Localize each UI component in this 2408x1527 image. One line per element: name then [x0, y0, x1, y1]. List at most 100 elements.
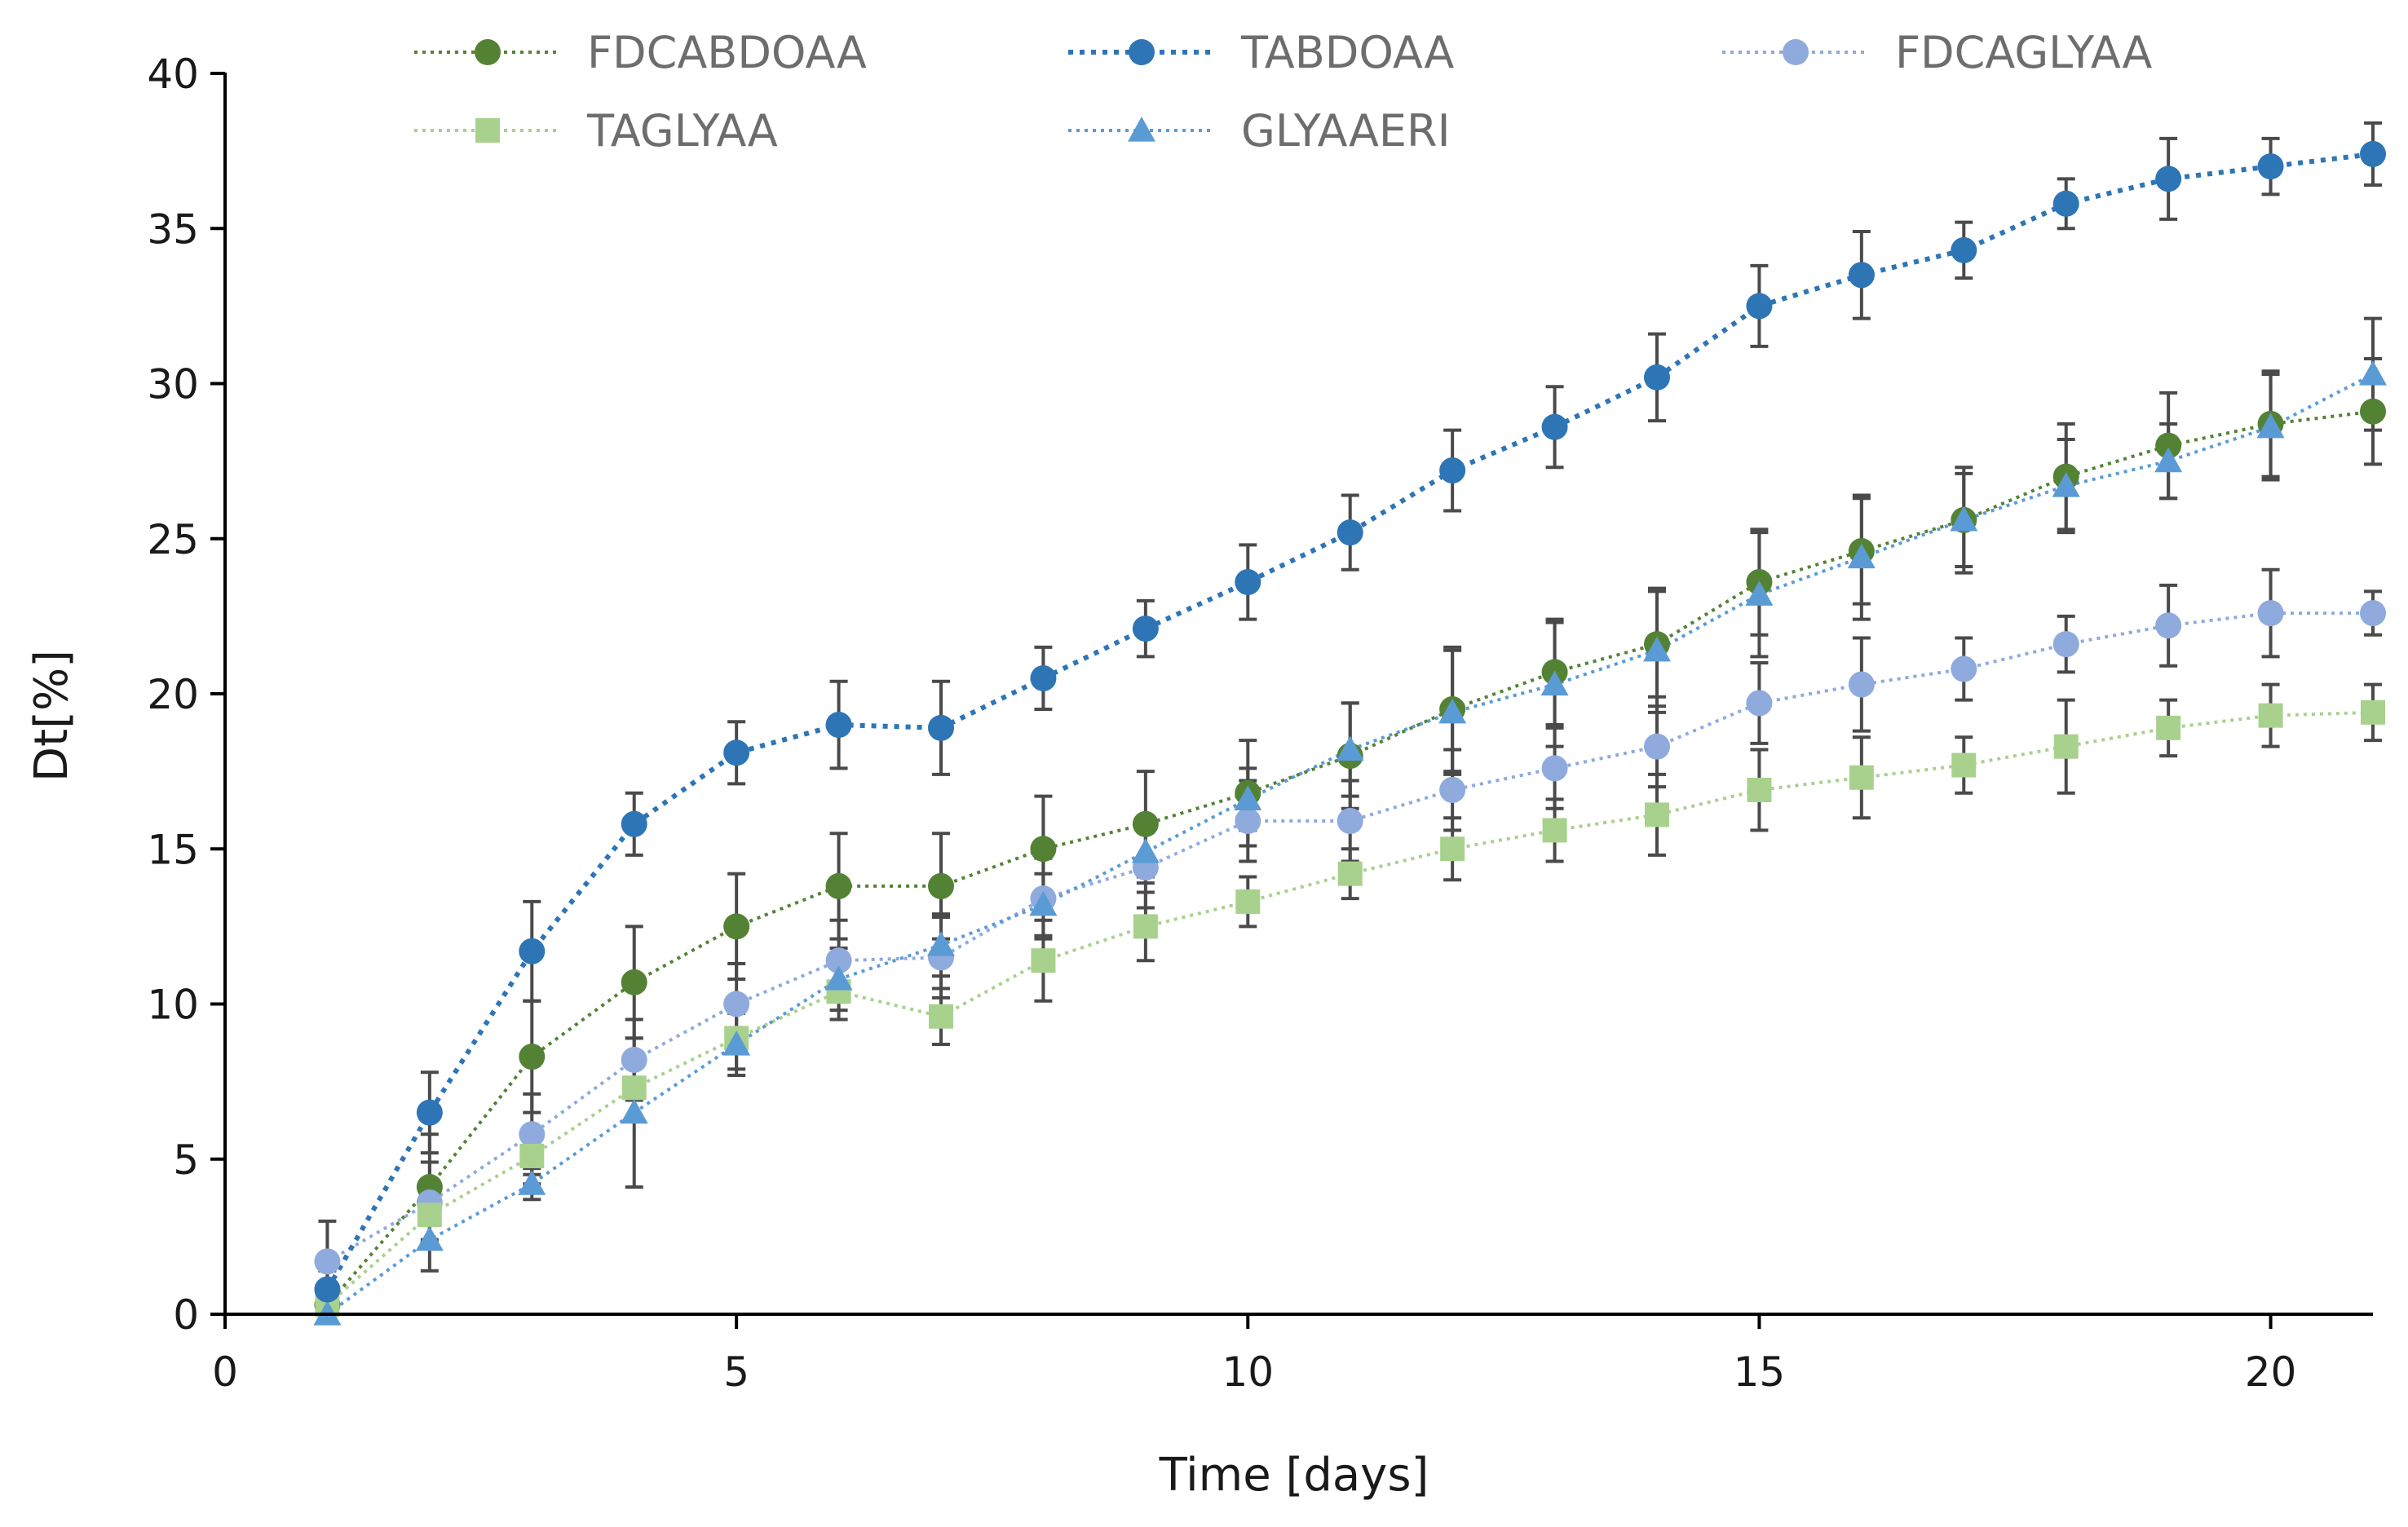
- taglyaa-point: [929, 1004, 953, 1029]
- y-tick-label: 40: [147, 51, 199, 98]
- x-axis-title: Time [days]: [1159, 1449, 1429, 1502]
- glyaaeri-point: [1131, 838, 1160, 863]
- fdcabdoaa-point: [1030, 836, 1057, 863]
- fdcabdoaa-point: [1132, 810, 1159, 837]
- fdcaglyaa-point: [825, 947, 852, 974]
- fdcabdoaa-point: [2360, 398, 2386, 425]
- legend-tabdoaa-label: TABDOAA: [1240, 27, 1454, 78]
- y-tick-label: 5: [173, 1136, 199, 1184]
- y-tick-label: 25: [147, 516, 199, 563]
- taglyaa-point: [1133, 914, 1158, 939]
- tabdoaa-line: [325, 151, 2374, 1291]
- y-tick-label: 15: [147, 826, 199, 873]
- data-points-layer: [313, 140, 2387, 1326]
- glyaaeri-point: [2359, 360, 2387, 386]
- fdcaglyaa-point: [1337, 808, 1363, 835]
- tabdoaa-point: [2360, 140, 2386, 167]
- tabdoaa-point: [314, 1276, 341, 1303]
- fdcaglyaa-point: [1644, 733, 1670, 760]
- legend-glyaaeri-label: GLYAAERI: [1241, 105, 1451, 157]
- legend-glyaaeri-marker: [1128, 117, 1155, 142]
- tabdoaa-point: [1235, 569, 1261, 596]
- y-tick-label: 0: [173, 1291, 199, 1339]
- y-tick-label: 35: [147, 205, 199, 253]
- tabdoaa-point: [1132, 616, 1159, 642]
- taglyaa-point: [2258, 703, 2283, 728]
- taglyaa-point: [1747, 777, 1772, 802]
- tabdoaa-point: [1337, 519, 1363, 546]
- tabdoaa-point: [2257, 153, 2284, 180]
- taglyaa-point: [2361, 700, 2385, 725]
- glyaaeri-point: [1234, 785, 1262, 810]
- fdcabdoaa-point: [928, 872, 954, 899]
- fdcaglyaa-point: [1951, 655, 1977, 682]
- taglyaa-point: [2156, 715, 2181, 740]
- legend-fdcabdoaa-marker: [475, 39, 501, 65]
- tabdoaa-point: [1644, 364, 1670, 391]
- tabdoaa-point: [621, 810, 647, 837]
- taglyaa-point: [621, 1075, 647, 1101]
- glyaaeri-point: [722, 1030, 751, 1056]
- tabdoaa-point: [928, 714, 954, 741]
- fdcaglyaa-point: [723, 991, 750, 1017]
- taglyaa-point: [1542, 818, 1567, 843]
- glyaaeri-point: [2052, 472, 2080, 497]
- taglyaa-point: [1645, 802, 1669, 827]
- tabdoaa-point: [2052, 190, 2079, 217]
- taglyaa-point: [1440, 836, 1465, 862]
- tabdoaa-point: [723, 739, 750, 766]
- fdcabdoaa-point: [723, 913, 750, 940]
- glyaaeri-point: [1438, 698, 1467, 724]
- tabdoaa-point: [2155, 165, 2182, 192]
- fdcaglyaa-point: [1746, 690, 1773, 717]
- legend-taglyaa-marker: [475, 118, 500, 143]
- glyaaeri-point: [1745, 580, 1774, 606]
- glyaaeri-point: [2154, 447, 2183, 473]
- glyaaeri-point: [1643, 636, 1671, 662]
- fdcaglyaa-point: [1541, 755, 1568, 782]
- fdcaglyaa-point: [1439, 776, 1466, 803]
- fdcabdoaa-point: [825, 872, 852, 899]
- taglyaa-point: [1951, 752, 1977, 778]
- glyaaeri-point: [1540, 670, 1569, 696]
- x-tick-label: 20: [2245, 1348, 2297, 1396]
- y-tick-label: 10: [147, 982, 199, 1029]
- fdcaglyaa-point: [2257, 600, 2284, 627]
- glyaaeri-point: [620, 1098, 648, 1124]
- fdcaglyaa-point: [1235, 808, 1261, 835]
- fdcaglyaa-point: [519, 1121, 546, 1148]
- y-tick-label: 30: [147, 361, 199, 408]
- glyaaeri-line: [326, 373, 2374, 1316]
- fdcaglyaa-point: [621, 1046, 647, 1073]
- fdcaglyaa-point: [2155, 612, 2182, 639]
- legend-tabdoaa-marker: [1129, 39, 1155, 65]
- taglyaa-point: [519, 1143, 545, 1168]
- tabdoaa-point: [416, 1099, 443, 1126]
- axes: 0 5 10 15 20 25 30 35 40 0 5 10 15 20: [147, 51, 2373, 1396]
- taglyaa-point: [1337, 861, 1363, 886]
- tabdoaa-point: [519, 938, 546, 964]
- glyaaeri-point: [1029, 890, 1058, 916]
- legend-fdcaglyaa-marker: [1783, 39, 1809, 65]
- fdcaglyaa-point: [2360, 600, 2386, 627]
- glyaaeri-point: [518, 1170, 546, 1195]
- glyaaeri-point: [1847, 543, 1876, 569]
- tabdoaa-point: [1439, 457, 1466, 484]
- tabdoaa-point: [1030, 664, 1057, 691]
- taglyaa-point: [1849, 765, 1874, 790]
- x-tick-label: 0: [212, 1348, 238, 1396]
- fdcaglyaa-point: [2052, 631, 2079, 658]
- y-axis-title: Dt[%]: [25, 650, 78, 782]
- taglyaa-point: [417, 1203, 442, 1228]
- legend-fdcabdoaa-label: FDCABDOAA: [587, 27, 867, 78]
- tabdoaa-point: [1848, 262, 1875, 289]
- glyaaeri-point: [1336, 735, 1364, 761]
- tabdoaa-point: [1541, 413, 1568, 440]
- glyaaeri-point: [927, 931, 955, 956]
- taglyaa-point: [1031, 948, 1056, 973]
- fdcabdoaa-line: [325, 409, 2374, 1306]
- error-bars-layer: [318, 121, 2382, 1316]
- tabdoaa-point: [1951, 236, 1977, 263]
- x-tick-label: 15: [1734, 1348, 1786, 1396]
